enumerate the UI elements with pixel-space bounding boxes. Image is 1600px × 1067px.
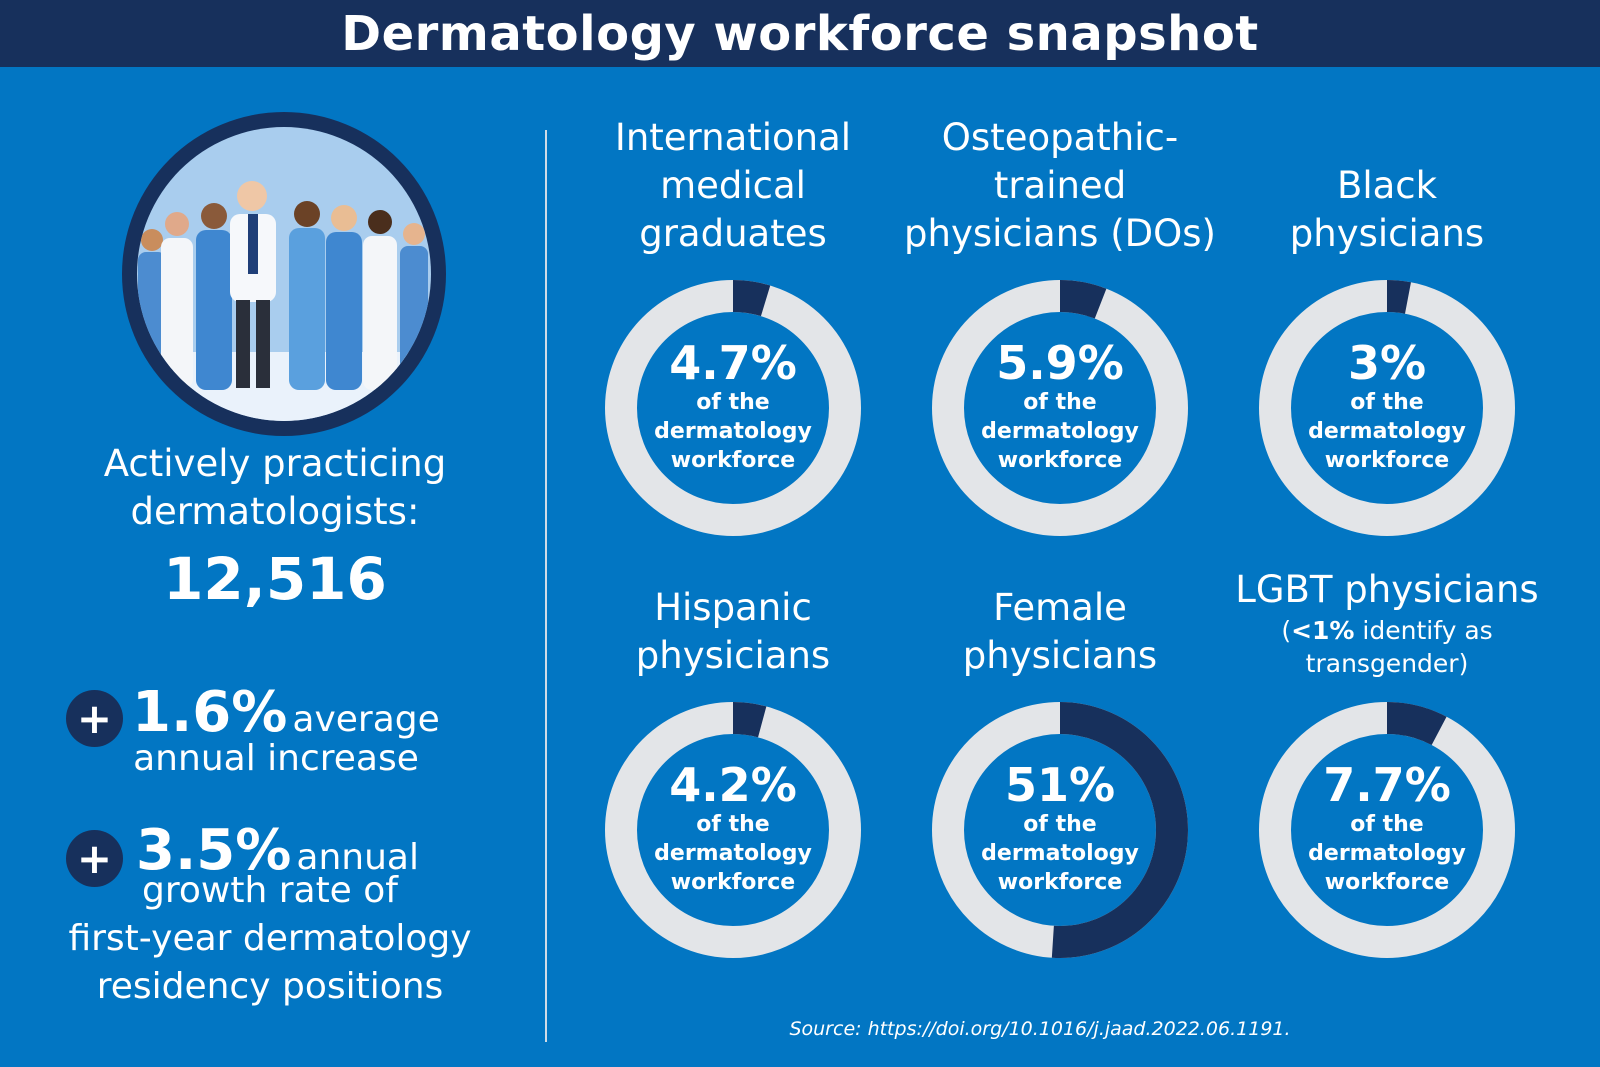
donut-caption-line: dermatology: [654, 841, 812, 866]
donut-title-line: International: [614, 116, 852, 159]
donut-chart: [1259, 280, 1515, 536]
active-dermatologists-count: 12,516: [163, 545, 387, 613]
donut-title-line: Osteopathic-: [941, 116, 1179, 159]
donut-value-label: 51%: [1004, 758, 1116, 812]
physicians-team-illustration: [122, 112, 446, 436]
donut-title-line: physicians: [635, 634, 831, 677]
subtitle-bold: <1%: [1291, 616, 1355, 645]
donut-caption-line: dermatology: [981, 419, 1139, 444]
donut-title: International medical graduates: [573, 114, 893, 258]
average-increase-line2: annual increase: [133, 738, 419, 779]
donut-center-label: 4.7% of the dermatology workforce: [633, 338, 833, 475]
donut-title-line: Black: [1336, 164, 1438, 207]
donut-caption-line: dermatology: [1308, 841, 1466, 866]
donut-title-line: physicians: [1289, 212, 1485, 255]
donut-value-label: 4.7%: [669, 336, 797, 390]
donut-title-line: graduates: [639, 212, 827, 255]
subtitle-rest: identify as: [1354, 616, 1493, 645]
donut-title-line: medical: [660, 164, 806, 207]
active-dermatologists-label: Actively practicing dermatologists:: [30, 440, 520, 536]
donut-caption-line: workforce: [997, 870, 1123, 895]
donut-slice: [932, 702, 1188, 958]
donut-center-label: 4.2% of the dermatology workforce: [633, 760, 833, 897]
title-banner: Dermatology workforce snapshot: [0, 0, 1600, 67]
donut-center-label: 3% of the dermatology workforce: [1287, 338, 1487, 475]
donut-chart: [932, 280, 1188, 536]
donut-center-label: 7.7% of the dermatology workforce: [1287, 760, 1487, 897]
page-title: Dermatology workforce snapshot: [341, 5, 1259, 62]
average-increase-value: 1.6%: [132, 680, 288, 745]
residency-growth-value: 3.5%: [136, 818, 292, 883]
donut-center-label: 5.9% of the dermatology workforce: [960, 338, 1160, 475]
donut-title: LGBT physicians (<1% identify as transgend…: [1227, 566, 1547, 680]
plus-icon: +: [66, 830, 123, 887]
donut-title-line: Female: [993, 586, 1127, 629]
donut-caption-line: dermatology: [981, 841, 1139, 866]
donut-caption-line: workforce: [670, 870, 796, 895]
residency-growth-line4: residency positions: [96, 966, 444, 1007]
donut-value-label: 5.9%: [996, 336, 1124, 390]
residency-growth-line3: first-year dermatology: [68, 918, 472, 959]
donut-chart: [605, 280, 861, 536]
donut-chart: [932, 702, 1188, 958]
active-label-line1: Actively practicing: [103, 442, 447, 485]
donut-slice: [932, 280, 1188, 536]
donut-chart: [1259, 702, 1515, 958]
donut-title-line: Hispanic: [654, 586, 812, 629]
donut-caption-line: of the: [696, 812, 770, 837]
donut-value-label: 7.7%: [1323, 758, 1451, 812]
donut-value-label: 4.2%: [669, 758, 797, 812]
donut-center-label: 51% of the dermatology workforce: [960, 760, 1160, 897]
section-divider: [545, 130, 547, 1042]
donut-slice: [1259, 702, 1515, 958]
donut-caption-line: of the: [696, 390, 770, 415]
donut-value-label: 3%: [1347, 336, 1427, 390]
donut-caption-line: of the: [1023, 390, 1097, 415]
subtitle-open-paren: (: [1281, 616, 1292, 645]
donut-title: Hispanic physicians: [573, 584, 893, 680]
residency-growth-line2: growth rate of: [142, 870, 398, 911]
donut-caption-line: of the: [1023, 812, 1097, 837]
donut-caption-line: workforce: [1324, 448, 1450, 473]
donut-subtitle: (<1% identify as transgender): [1227, 614, 1547, 680]
donut-caption-line: of the: [1350, 390, 1424, 415]
donut-caption-line: of the: [1350, 812, 1424, 837]
residency-growth-text: annual: [296, 837, 419, 878]
donut-caption-line: workforce: [997, 448, 1123, 473]
donut-caption-line: dermatology: [1308, 419, 1466, 444]
donut-caption-line: workforce: [1324, 870, 1450, 895]
average-increase-text: average: [292, 699, 440, 740]
donut-title: Female physicians: [900, 584, 1220, 680]
donut-caption-line: dermatology: [654, 419, 812, 444]
donut-title-line: LGBT physicians: [1235, 568, 1539, 611]
donut-slice: [1259, 280, 1515, 536]
donut-caption-line: workforce: [670, 448, 796, 473]
donut-chart: [605, 702, 861, 958]
plus-icon: +: [66, 690, 123, 747]
donut-title-line: physicians (DOs): [904, 212, 1216, 255]
subtitle-line2: transgender): [1305, 649, 1469, 678]
source-citation: Source: https://doi.org/10.1016/j.jaad.2…: [789, 1018, 1291, 1040]
donut-title: Osteopathic-trained physicians (DOs): [900, 114, 1220, 258]
donut-title-line: trained: [993, 164, 1127, 207]
donut-slice: [605, 280, 861, 536]
donut-title: Black physicians: [1227, 162, 1547, 258]
donut-title-line: physicians: [962, 634, 1158, 677]
active-label-line2: dermatologists:: [130, 490, 420, 533]
donut-slice: [605, 702, 861, 958]
